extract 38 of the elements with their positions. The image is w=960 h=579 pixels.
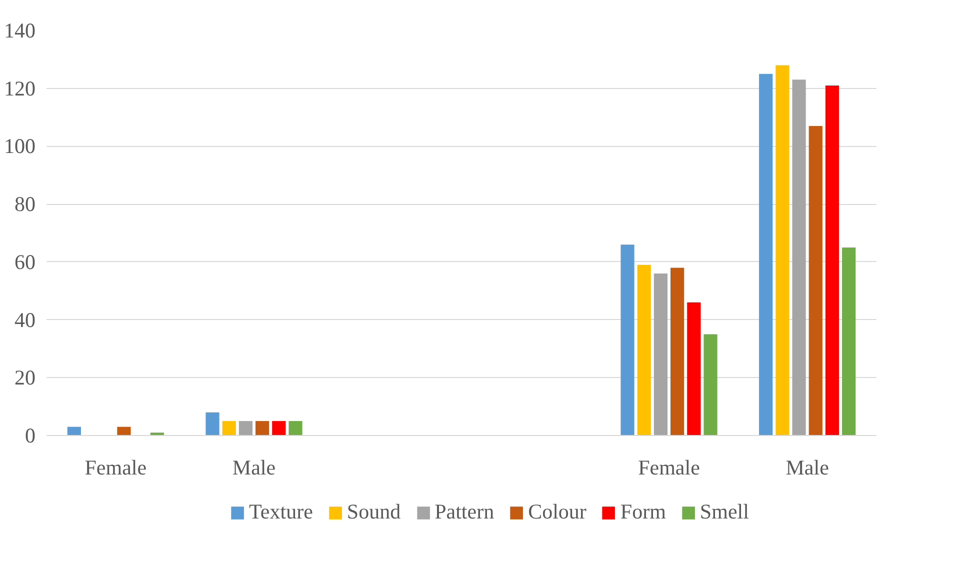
x-tick-label: Male xyxy=(786,456,829,480)
x-tick-label: Female xyxy=(84,456,147,480)
bar xyxy=(759,74,773,436)
bar xyxy=(687,302,701,436)
y-tick-label: 40 xyxy=(14,308,36,332)
y-tick-label: 60 xyxy=(14,250,36,274)
legend-label: Colour xyxy=(528,500,586,524)
bar xyxy=(825,85,840,436)
legend-label: Texture xyxy=(249,500,313,524)
x-tick-label: Male xyxy=(232,456,276,480)
bar xyxy=(670,268,684,436)
legend-label: Smell xyxy=(700,500,749,524)
x-tick-label: Female xyxy=(638,456,700,480)
y-tick-label: 0 xyxy=(25,424,36,448)
y-tick-label: 20 xyxy=(14,366,36,390)
bar xyxy=(206,412,220,436)
bar xyxy=(776,65,790,436)
bar xyxy=(704,334,718,436)
bar xyxy=(637,264,651,436)
bar xyxy=(808,126,822,436)
bar xyxy=(238,421,253,436)
y-tick-label: 80 xyxy=(14,192,36,216)
y-tick-label: 140 xyxy=(4,18,36,42)
y-tick-label: 100 xyxy=(4,134,36,158)
bar xyxy=(288,421,302,436)
bar xyxy=(117,426,131,436)
legend-label: Form xyxy=(620,500,666,524)
bar xyxy=(222,421,236,436)
legend-label: Sound xyxy=(346,500,401,524)
bar xyxy=(255,421,270,436)
bar xyxy=(654,274,668,436)
bar xyxy=(67,426,81,436)
bar xyxy=(792,80,806,436)
bar xyxy=(842,247,856,436)
bar xyxy=(272,421,286,436)
legend-label: Pattern xyxy=(434,500,494,524)
y-tick-label: 120 xyxy=(4,76,36,100)
bar xyxy=(620,244,634,436)
